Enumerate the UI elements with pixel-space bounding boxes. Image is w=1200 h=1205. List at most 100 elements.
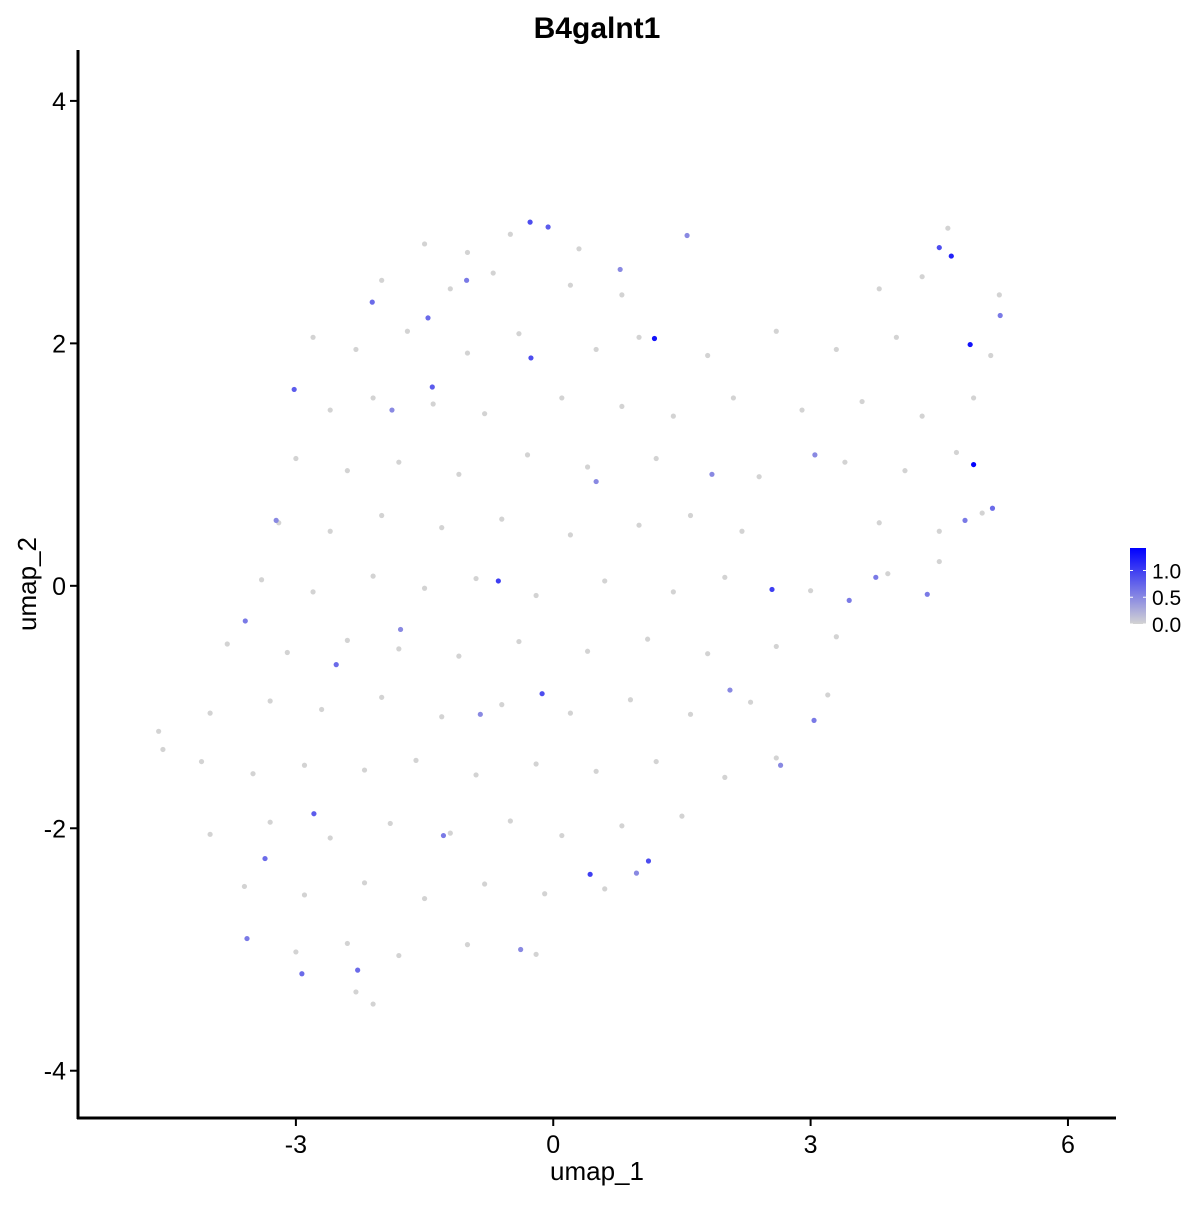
cell-point bbox=[997, 312, 1003, 319]
cell-point bbox=[353, 989, 359, 995]
cell-point bbox=[811, 717, 817, 723]
cell-point bbox=[533, 592, 539, 599]
cell-point bbox=[584, 464, 591, 470]
cell-point bbox=[293, 949, 299, 955]
cell-point bbox=[619, 403, 625, 410]
cell-point bbox=[464, 277, 470, 283]
cell-point bbox=[310, 589, 316, 595]
cell-point bbox=[576, 246, 582, 252]
cell-point bbox=[799, 407, 805, 413]
cell-point bbox=[464, 249, 471, 256]
y-tick-label: 4 bbox=[52, 88, 66, 116]
cell-point bbox=[250, 771, 256, 777]
cell-point bbox=[404, 328, 411, 334]
cell-point bbox=[387, 820, 393, 827]
cell-point bbox=[902, 468, 908, 474]
cell-point bbox=[722, 574, 728, 580]
cell-point bbox=[440, 832, 447, 839]
cell-point bbox=[739, 528, 745, 534]
cell-point bbox=[653, 455, 659, 462]
cell-point bbox=[379, 694, 385, 700]
cell-point bbox=[413, 757, 419, 763]
cell-point bbox=[267, 819, 273, 825]
cell-point bbox=[527, 219, 533, 225]
cell-point bbox=[299, 971, 305, 977]
cell-point bbox=[617, 266, 623, 273]
cell-point bbox=[267, 698, 273, 704]
cell-point bbox=[198, 758, 205, 765]
cell-point bbox=[490, 270, 496, 276]
cell-point bbox=[948, 253, 954, 259]
cell-point bbox=[636, 522, 642, 528]
cell-point bbox=[593, 768, 599, 774]
cell-point bbox=[777, 762, 784, 768]
cell-point bbox=[705, 651, 711, 657]
cell-point bbox=[970, 461, 977, 468]
cell-point bbox=[893, 334, 899, 340]
cell-point bbox=[876, 520, 882, 526]
cell-point bbox=[846, 597, 852, 603]
chart-title: B4galnt1 bbox=[534, 12, 661, 45]
cell-point bbox=[651, 335, 658, 342]
cell-point bbox=[684, 232, 690, 239]
cell-point bbox=[456, 471, 462, 477]
cell-point bbox=[687, 711, 694, 717]
cell-point bbox=[528, 355, 534, 361]
cell-point bbox=[567, 710, 574, 716]
cell-point bbox=[587, 871, 593, 877]
x-axis-label: umap_1 bbox=[550, 1156, 644, 1186]
cell-point bbox=[619, 292, 625, 298]
cell-point bbox=[722, 774, 728, 780]
cell-point bbox=[769, 586, 775, 593]
cell-point bbox=[482, 881, 488, 887]
cell-point bbox=[456, 653, 462, 659]
cell-point bbox=[602, 886, 608, 892]
cell-point bbox=[859, 398, 865, 405]
cell-point bbox=[379, 512, 385, 519]
y-tick-label: -2 bbox=[44, 815, 66, 843]
cell-point bbox=[344, 468, 350, 474]
cell-point bbox=[507, 231, 513, 237]
cell-point bbox=[533, 951, 539, 957]
cell-point bbox=[262, 855, 268, 862]
cell-point bbox=[524, 452, 531, 458]
cell-point bbox=[989, 505, 996, 511]
cell-point bbox=[353, 346, 359, 353]
cell-point bbox=[447, 830, 453, 836]
cell-point bbox=[333, 662, 339, 668]
cell-point bbox=[653, 758, 659, 765]
cell-point bbox=[873, 574, 879, 580]
cell-point bbox=[709, 471, 715, 477]
cell-point bbox=[919, 413, 925, 419]
cell-point bbox=[842, 459, 848, 465]
cell-point bbox=[499, 702, 505, 708]
cell-point bbox=[156, 728, 162, 734]
cell-point bbox=[967, 341, 973, 348]
cell-point bbox=[516, 638, 522, 645]
cell-point bbox=[996, 292, 1002, 298]
cell-point bbox=[936, 528, 942, 534]
y-tick-label: 0 bbox=[52, 573, 66, 601]
cell-point bbox=[327, 407, 333, 413]
cell-point bbox=[499, 516, 505, 522]
cell-point bbox=[593, 478, 599, 485]
cell-point bbox=[545, 224, 551, 230]
cell-point bbox=[301, 892, 308, 898]
cell-point bbox=[241, 883, 248, 890]
x-tick-label: 3 bbox=[804, 1131, 818, 1159]
cell-point bbox=[876, 286, 882, 292]
cell-point bbox=[429, 384, 435, 390]
x-tick-label: 6 bbox=[1061, 1131, 1075, 1159]
cell-point bbox=[327, 528, 333, 534]
cell-point bbox=[495, 578, 501, 584]
y-tick-label: 2 bbox=[52, 330, 66, 358]
cell-point bbox=[207, 831, 213, 837]
cell-point bbox=[833, 346, 839, 353]
cell-point bbox=[464, 350, 471, 356]
cell-point bbox=[687, 512, 694, 519]
cell-point bbox=[370, 395, 376, 401]
cell-point bbox=[518, 946, 524, 953]
cell-point bbox=[636, 334, 642, 340]
cell-point bbox=[539, 691, 545, 697]
